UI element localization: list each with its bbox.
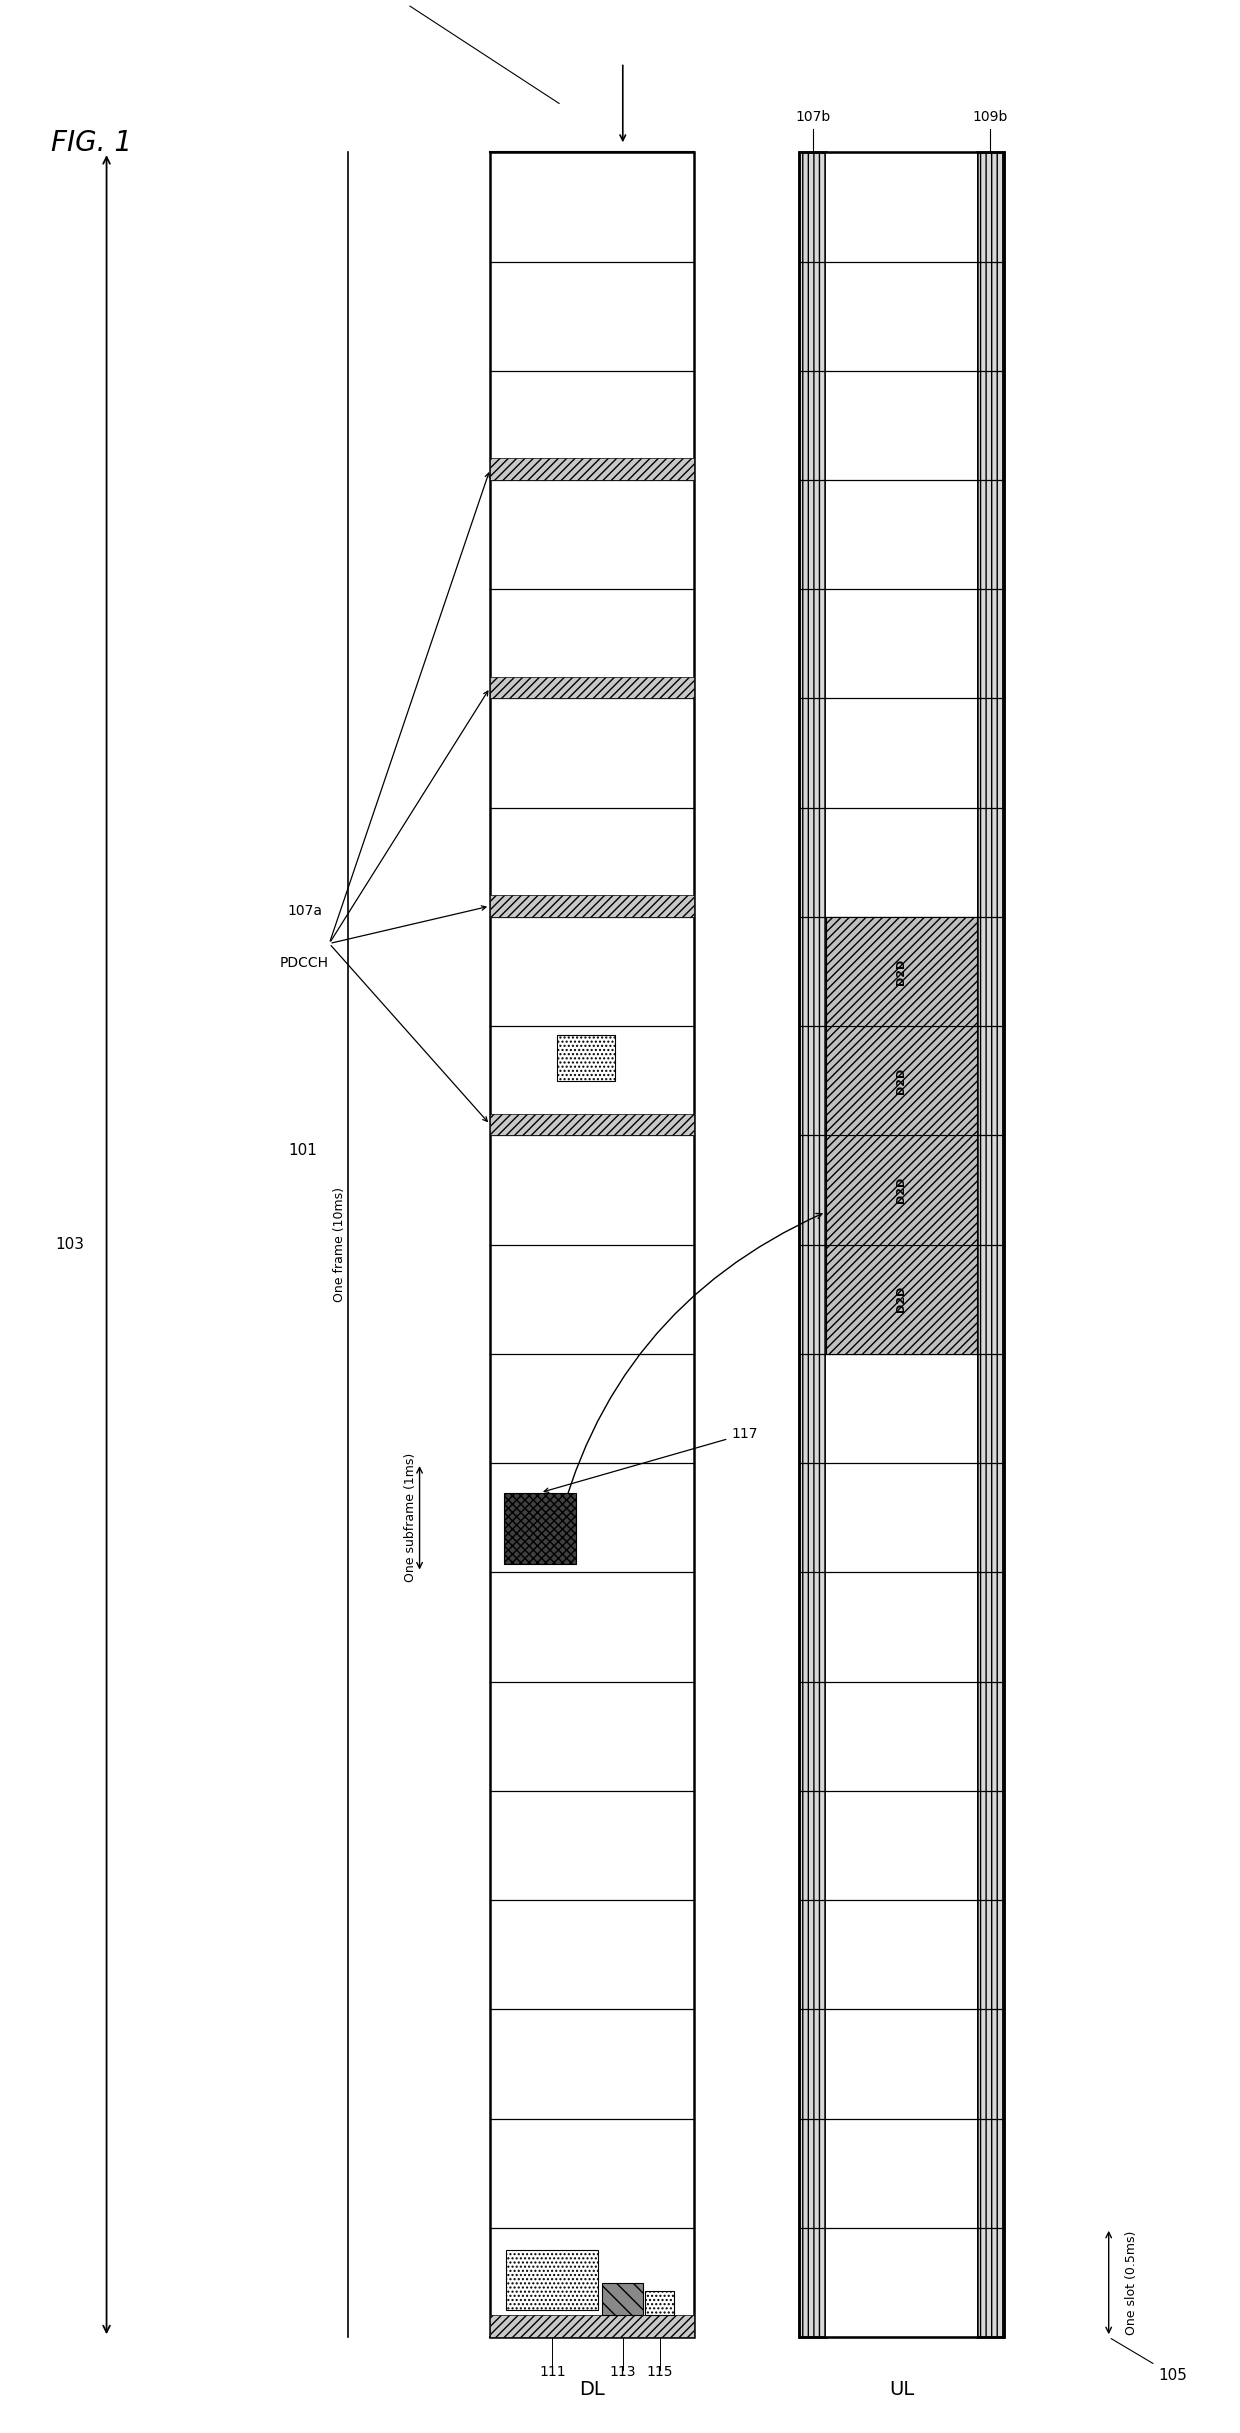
Bar bbox=[826, 1246, 977, 1353]
Text: 105: 105 bbox=[1111, 2338, 1187, 2382]
Bar bbox=[800, 153, 826, 2338]
Text: UL: UL bbox=[889, 2379, 914, 2399]
Text: One subframe (1ms): One subframe (1ms) bbox=[404, 1453, 418, 1581]
Bar bbox=[800, 153, 1003, 2338]
Bar bbox=[826, 1027, 977, 1136]
Text: DL: DL bbox=[579, 2379, 605, 2399]
Text: 111: 111 bbox=[539, 2365, 565, 2379]
Text: D2D: D2D bbox=[897, 1178, 906, 1204]
Text: D2D: D2D bbox=[897, 1287, 906, 1311]
Bar bbox=[645, 2292, 673, 2316]
Bar bbox=[490, 457, 694, 479]
Bar bbox=[490, 1114, 694, 1136]
Bar bbox=[490, 676, 694, 698]
Bar bbox=[826, 153, 977, 2338]
Text: 113: 113 bbox=[610, 2365, 636, 2379]
Text: One slot (0.5ms): One slot (0.5ms) bbox=[1125, 2231, 1138, 2336]
Text: One frame (10ms): One frame (10ms) bbox=[332, 1187, 346, 1302]
Bar bbox=[603, 2282, 644, 2316]
Bar bbox=[558, 1034, 615, 1080]
Bar bbox=[977, 153, 1003, 2338]
Text: 109b: 109b bbox=[972, 109, 1008, 124]
Text: 103: 103 bbox=[55, 1238, 84, 1253]
Text: 109a: 109a bbox=[372, 0, 559, 105]
Text: FIG. 1: FIG. 1 bbox=[51, 129, 131, 156]
Text: PDCCH: PDCCH bbox=[280, 956, 329, 971]
Bar bbox=[826, 1136, 977, 1246]
Text: D2D: D2D bbox=[897, 959, 906, 985]
Text: 117: 117 bbox=[544, 1428, 758, 1491]
Bar bbox=[490, 153, 694, 2338]
Bar bbox=[490, 895, 694, 917]
Bar bbox=[505, 1494, 575, 1564]
Bar bbox=[826, 917, 977, 1027]
Text: D2D: D2D bbox=[897, 1068, 906, 1095]
Text: 107b: 107b bbox=[795, 109, 831, 124]
Bar bbox=[506, 2251, 598, 2309]
Text: 101: 101 bbox=[288, 1144, 317, 1158]
Text: 107a: 107a bbox=[286, 905, 322, 917]
Bar bbox=[490, 2316, 694, 2338]
Text: 115: 115 bbox=[646, 2365, 673, 2379]
